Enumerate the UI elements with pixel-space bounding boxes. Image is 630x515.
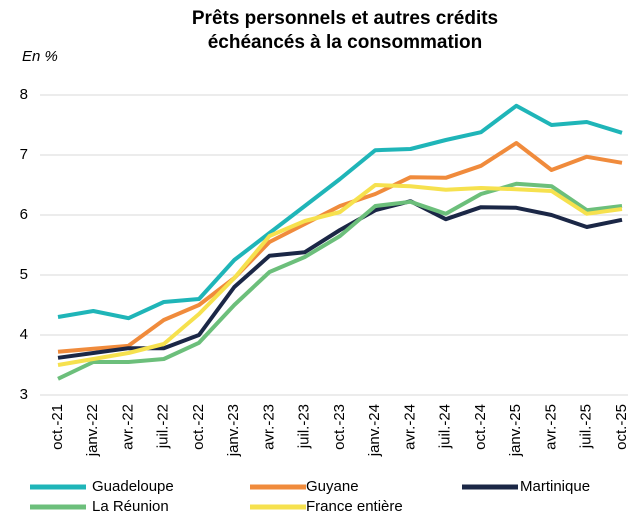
series-line (57, 183, 623, 367)
y-tick-label: 6 (20, 206, 28, 223)
x-tick-label: juil.-24 (437, 404, 454, 449)
series-line (57, 103, 623, 321)
legend-label: France entière (306, 498, 403, 515)
x-tick-label: juil.-22 (155, 404, 172, 449)
x-tick-label: oct.-21 (49, 404, 66, 450)
legend-label: Guadeloupe (92, 478, 174, 495)
y-tick-label: 7 (20, 146, 28, 163)
y-axis-label: En % (22, 48, 58, 65)
y-tick-label: 8 (20, 86, 28, 103)
y-tick-label: 5 (20, 266, 28, 283)
x-tick-label: janv.-24 (366, 404, 383, 457)
x-tick-label: avr.-23 (260, 404, 277, 450)
series-line (57, 141, 623, 354)
x-tick-label: avr.-25 (542, 404, 559, 450)
x-tick-label: oct.-23 (331, 404, 348, 450)
x-tick-label: janv.-22 (84, 404, 101, 457)
y-tick-label: 3 (20, 386, 28, 403)
legend-label: Martinique (520, 478, 590, 495)
legend-label: La Réunion (92, 498, 169, 515)
x-tick-label: juil.-23 (296, 404, 313, 449)
series-line (57, 181, 623, 381)
x-tick-label: avr.-22 (119, 404, 136, 450)
legend-label: Guyane (306, 478, 359, 495)
x-tick-label: oct.-25 (613, 404, 630, 450)
y-tick-label: 4 (20, 326, 28, 343)
x-tick-label: oct.-22 (190, 404, 207, 450)
x-tick-label: avr.-24 (401, 404, 418, 450)
x-tick-label: oct.-24 (472, 404, 489, 450)
chart-title: échéancés à la consommation (208, 32, 483, 53)
chart-title: Prêts personnels et autres crédits (192, 8, 498, 29)
x-tick-label: juil.-25 (578, 404, 595, 449)
x-tick-label: janv.-25 (507, 404, 524, 457)
x-tick-label: janv.-23 (225, 404, 242, 457)
